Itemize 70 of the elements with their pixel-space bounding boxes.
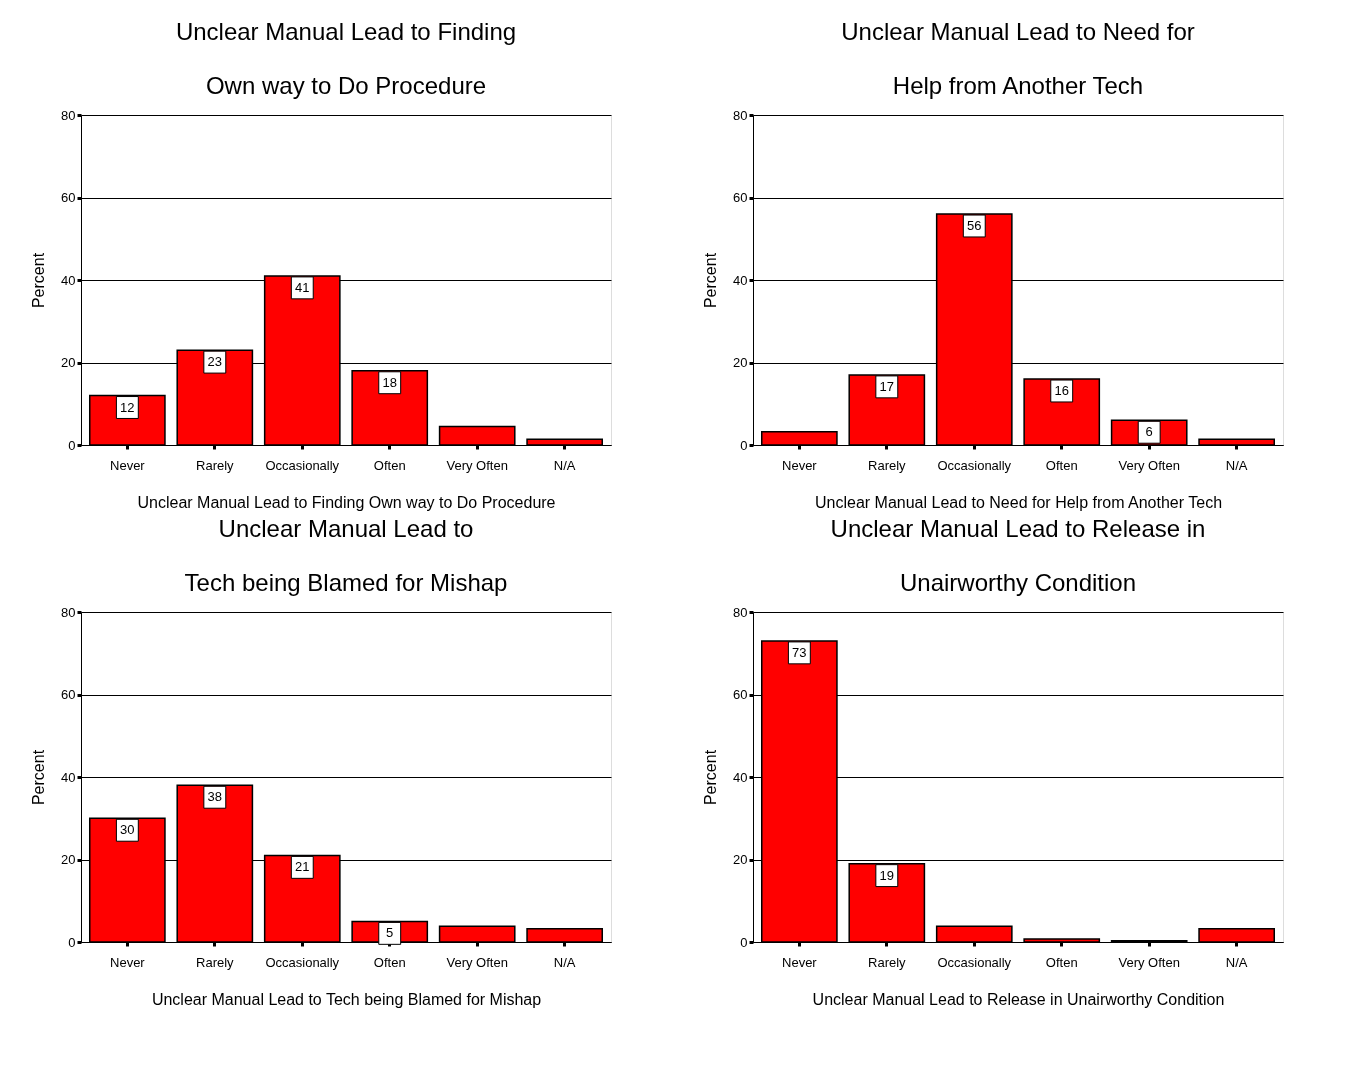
y-axis-title: Percent (30, 749, 48, 806)
y-tick-label: 40 (733, 769, 748, 785)
y-tick-label: 40 (61, 769, 76, 785)
y-tick-label: 40 (733, 272, 748, 288)
x-tick-label: Rarely (196, 954, 235, 970)
y-tick-label: 60 (61, 687, 76, 702)
x-tick-label: Often (373, 457, 406, 473)
chart-title: Unclear Manual Lead to Need for Help from Another Tech (841, 18, 1195, 99)
x-tick-label: N/A (553, 457, 576, 473)
x-tick-label: Often (1045, 954, 1078, 970)
x-tick-label: Very Often (1118, 457, 1180, 473)
y-tick-label: 20 (733, 355, 748, 370)
y-axis-title: Percent (702, 749, 720, 806)
data-label: 17 (879, 378, 895, 394)
x-tick-label: Very Often (1118, 954, 1180, 970)
x-tick-label: N/A (1225, 954, 1248, 970)
chart-title: Unclear Manual Lead to Finding Own way to Do Procedure (175, 18, 517, 99)
x-tick-label: N/A (1225, 457, 1248, 473)
y-axis-title: Percent (702, 252, 720, 309)
x-tick-label: Very Often (446, 457, 508, 473)
x-tick-label: Occasionally (265, 954, 340, 970)
y-tick-label: 80 (733, 604, 748, 620)
y-tick-label: 60 (733, 687, 748, 702)
y-tick-label: 40 (61, 272, 76, 288)
x-tick-label: Never (110, 954, 146, 970)
x-tick-label: Rarely (868, 457, 907, 473)
y-tick-label: 60 (61, 190, 76, 205)
y-tick-label: 80 (61, 604, 76, 620)
y-tick-label: 0 (740, 437, 748, 453)
y-tick-label: 20 (61, 355, 76, 370)
data-label: 12 (120, 399, 135, 415)
y-tick-label: 80 (733, 107, 748, 123)
x-axis-title: Unclear Manual Lead to Release in Unairworthy Condition (812, 990, 1225, 1008)
y-tick-label: 20 (733, 852, 748, 867)
x-tick-label: N/A (553, 954, 576, 970)
y-tick-label: 20 (61, 852, 76, 867)
data-label: 18 (382, 374, 397, 390)
x-tick-label: Never (782, 457, 818, 473)
data-label: 73 (792, 644, 807, 660)
data-label: 23 (207, 354, 223, 370)
x-tick-label: Often (373, 954, 406, 970)
x-tick-label: Very Often (446, 954, 508, 970)
data-label: 6 (1145, 424, 1153, 440)
x-tick-label: Occasionally (937, 954, 1012, 970)
y-axis-title: Percent (30, 252, 48, 309)
y-tick-label: 0 (68, 934, 76, 950)
data-label: 56 (967, 218, 982, 233)
y-tick-label: 80 (61, 107, 76, 123)
x-axis-title: Unclear Manual Lead to Tech being Blamed for Mishap (151, 990, 542, 1008)
y-tick-label: 60 (733, 190, 748, 205)
x-tick-label: Often (1045, 457, 1078, 473)
x-axis-title: Unclear Manual Lead to Need for Help from Another Tech (814, 493, 1223, 511)
data-label: 16 (1054, 383, 1069, 398)
x-tick-label: Never (110, 457, 146, 473)
y-tick-label: 0 (740, 934, 748, 950)
x-tick-label: Occasionally (265, 457, 340, 473)
data-label: 38 (207, 789, 223, 805)
x-tick-label: Occasionally (937, 457, 1012, 473)
chart-title: Unclear Manual Lead to Tech being Blamed for Mishap (184, 515, 508, 596)
x-axis-title: Unclear Manual Lead to Finding Own way to Do Procedure (137, 493, 556, 511)
x-tick-label: Rarely (196, 457, 235, 473)
x-tick-label: Rarely (868, 954, 907, 970)
data-label: 19 (879, 867, 895, 883)
data-label: 41 (295, 279, 310, 295)
x-tick-label: Never (782, 954, 818, 970)
data-label: 5 (386, 925, 394, 941)
data-label: 21 (295, 859, 310, 875)
data-label: 30 (120, 822, 135, 838)
chart-title: Unclear Manual Lead to Release in Unairworthy Condition (830, 515, 1206, 596)
y-tick-label: 0 (68, 437, 76, 453)
